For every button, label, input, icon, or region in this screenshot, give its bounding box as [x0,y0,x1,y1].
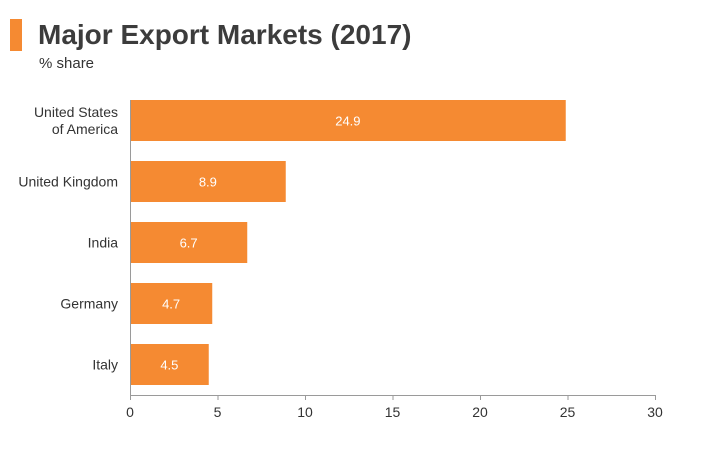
x-tick-label: 20 [472,404,488,420]
x-tick-label: 30 [647,404,663,420]
bar-value-label: 6.7 [180,236,198,251]
bar-value-label: 4.7 [162,297,180,312]
category-label-line: Germany [60,296,118,312]
bar [130,222,248,263]
chart-title: Major Export Markets (2017) [38,19,412,50]
bar [130,161,286,202]
category-label-line: Italy [92,357,118,373]
category-label: United States of America [34,104,118,137]
category-label-line: of America [52,121,118,137]
bar [130,344,209,385]
bars-layer: 24.9 8.9 6.7 4.7 4.5 [130,100,566,385]
category-label-line: India [88,235,119,251]
category-label-line: United Kingdom [18,174,118,190]
x-tick-label: 15 [385,404,401,420]
title-accent-bar [10,19,22,51]
category-label-line: United States [34,104,118,120]
x-tick-label: 0 [126,404,134,420]
category-labels-layer: United States of America United Kingdom Ind… [18,104,118,373]
bar [130,283,213,324]
bar [130,100,566,141]
category-label: Germany [60,296,118,312]
chart-subtitle: % share [39,55,95,72]
bar-value-label: 24.9 [335,114,360,129]
x-tick-label: 5 [214,404,222,420]
category-label: Italy [92,357,118,373]
bar-value-label: 4.5 [160,358,178,373]
category-label: United Kingdom [18,174,118,190]
x-tick-label: 10 [297,404,313,420]
axes-layer: 0 5 10 15 20 25 30 [126,100,663,420]
bar-value-label: 8.9 [199,175,217,190]
x-tick-label: 25 [560,404,576,420]
category-label: India [88,235,119,251]
